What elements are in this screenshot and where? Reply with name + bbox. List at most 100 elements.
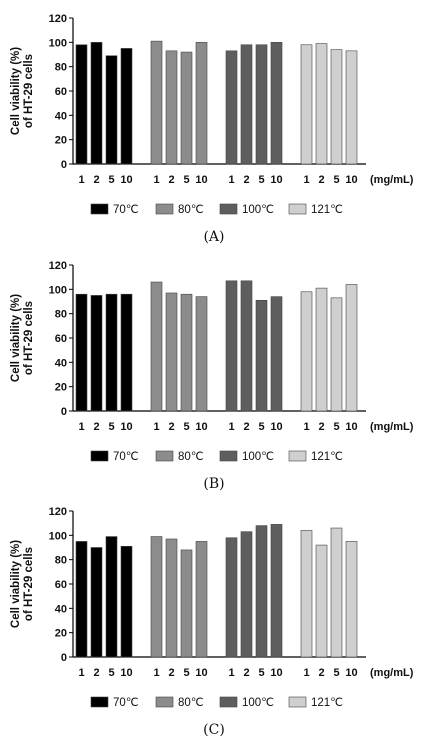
x-tick-label: 1	[228, 174, 234, 186]
x-tick-label: 10	[345, 667, 357, 679]
legend-swatch-70c	[90, 696, 109, 708]
legend-swatch-121c	[288, 450, 307, 462]
bar-100c-1	[225, 537, 238, 658]
legend-swatch-80c	[155, 203, 174, 215]
bar-121c-10	[345, 541, 358, 658]
x-tick-label: 10	[120, 667, 132, 679]
y-tick-label: 20	[55, 382, 67, 394]
bar-121c-2	[315, 544, 328, 658]
y-tick-label: 120	[49, 13, 67, 25]
x-tick-label: 1	[78, 174, 84, 186]
legend-label-100c: 100℃	[242, 451, 274, 463]
bar-80c-10	[195, 296, 208, 412]
bar-121c-1	[300, 530, 313, 658]
chart-panel-2: Cell viability (%)of HT-29 cells 0 20 40 60 8…	[10, 260, 414, 492]
x-unit-label: (mg/mL)	[370, 667, 414, 679]
x-tick-label: 1	[303, 421, 309, 433]
x-tick-label: 2	[243, 174, 249, 186]
bar-70c-5	[105, 536, 118, 658]
bar-121c-5	[330, 49, 343, 165]
bar-80c-1	[150, 281, 163, 412]
bar-70c-2	[90, 295, 103, 412]
x-tick-label: 5	[333, 421, 339, 433]
x-tick-label: 5	[333, 667, 339, 679]
x-tick-label: 5	[108, 174, 114, 186]
bar-80c-10	[195, 541, 208, 658]
legend-swatch-100c	[219, 450, 238, 462]
x-tick-label: 2	[318, 174, 324, 186]
legend-swatch-100c	[219, 203, 238, 215]
x-tick-label: 2	[168, 174, 174, 186]
y-tick-label: 80	[55, 555, 67, 567]
x-tick-label: 5	[258, 174, 264, 186]
y-axis-label: Cell viability (%)of HT-29 cells	[10, 540, 35, 628]
legend-label-70c: 70℃	[113, 697, 139, 709]
x-tick-label: 2	[318, 667, 324, 679]
bar-70c-1	[75, 293, 88, 412]
x-tick-label: 10	[195, 667, 207, 679]
y-axis-label: Cell viability (%)of HT-29 cells	[10, 47, 35, 135]
legend-swatch-121c	[288, 696, 307, 708]
x-tick-label: 2	[243, 421, 249, 433]
x-tick-label: 2	[93, 421, 99, 433]
legend-swatch-100c	[219, 696, 238, 708]
bar-121c-5	[330, 527, 343, 658]
bar-121c-1	[300, 44, 313, 165]
bar-70c-1	[75, 541, 88, 658]
legend-label-121c: 121℃	[311, 204, 343, 216]
x-tick-label: 2	[93, 174, 99, 186]
x-tick-label: 10	[120, 421, 132, 433]
bar-80c-5	[180, 549, 193, 658]
legend-label-80c: 80℃	[178, 451, 204, 463]
y-tick-label: 60	[55, 333, 67, 345]
x-tick-label: 5	[333, 174, 339, 186]
bar-80c-1	[150, 40, 163, 165]
y-tick-label: 0	[61, 406, 67, 418]
bar-100c-2	[240, 280, 253, 412]
x-tick-label: 10	[345, 174, 357, 186]
y-tick-label: 60	[55, 579, 67, 591]
y-axis-label-line-1: Cell viability (%)	[10, 47, 22, 135]
x-tick-label: 10	[195, 421, 207, 433]
bar-80c-2	[165, 292, 178, 412]
bar-121c-2	[315, 287, 328, 412]
legend-label-70c: 70℃	[113, 204, 139, 216]
y-tick-label: 20	[55, 628, 67, 640]
x-tick-label: 5	[108, 667, 114, 679]
x-tick-label: 2	[168, 421, 174, 433]
y-tick-label: 80	[55, 309, 67, 321]
y-tick-label: 80	[55, 62, 67, 74]
x-tick-label: 1	[228, 421, 234, 433]
legend-swatch-80c	[155, 696, 174, 708]
panel-label: (B)	[203, 476, 224, 492]
bar-100c-10	[270, 42, 283, 165]
x-tick-label: 1	[153, 421, 159, 433]
bar-121c-10	[345, 50, 358, 165]
chart-panel-1: Cell viability (%)of HT-29 cells 0 20 40 60 8…	[10, 13, 414, 245]
y-tick-label: 40	[55, 357, 67, 369]
chart-panel-3: Cell viability (%)of HT-29 cells 0 20 40 60 8…	[10, 506, 414, 738]
legend-label-100c: 100℃	[242, 204, 274, 216]
y-tick-label: 0	[61, 652, 67, 664]
bar-100c-5	[255, 44, 268, 165]
bar-80c-2	[165, 50, 178, 165]
x-tick-label: 1	[153, 174, 159, 186]
legend-swatch-70c	[90, 203, 109, 215]
bar-121c-2	[315, 43, 328, 165]
bar-100c-1	[225, 280, 238, 412]
bar-121c-5	[330, 297, 343, 412]
bar-70c-10	[120, 293, 133, 412]
x-tick-label: 2	[243, 667, 249, 679]
y-axis-label-line-2: of HT-29 cells	[23, 54, 35, 128]
x-unit-label: (mg/mL)	[370, 421, 414, 433]
bar-70c-5	[105, 55, 118, 165]
bar-70c-1	[75, 44, 88, 165]
x-tick-label: 10	[195, 174, 207, 186]
x-tick-label: 2	[93, 667, 99, 679]
y-axis-label-line-1: Cell viability (%)	[10, 540, 22, 628]
legend-swatch-121c	[288, 203, 307, 215]
y-tick-label: 100	[49, 37, 67, 49]
bar-70c-5	[105, 293, 118, 412]
legend-label-80c: 80℃	[178, 697, 204, 709]
